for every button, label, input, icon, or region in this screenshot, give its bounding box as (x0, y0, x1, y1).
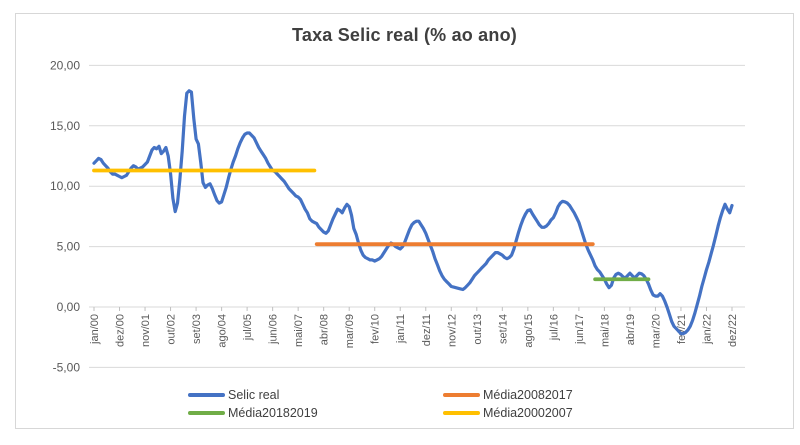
x-tick-label: out/02 (166, 314, 178, 345)
x-tick-label: dez/00 (115, 314, 127, 347)
x-tick-label: set/14 (497, 314, 509, 344)
x-tick-label: ago/04 (217, 314, 229, 348)
x-tick-label: fev/21 (676, 314, 688, 344)
selic-real-line (92, 89, 734, 336)
x-tick-label: out/13 (472, 314, 484, 345)
x-tick-label: jun/06 (268, 314, 280, 345)
x-tick-label: jul/05 (242, 314, 254, 341)
x-tick-label: nov/12 (446, 314, 458, 347)
y-tick-label: 10,00 (50, 179, 80, 193)
x-tick-label: abr/08 (319, 314, 331, 345)
chart-title: Taxa Selic real (% ao ano) (292, 25, 517, 45)
x-tick-label: nov/01 (140, 314, 152, 347)
y-tick-label: -5,00 (53, 360, 81, 374)
x-tick-label: dez/11 (421, 314, 433, 346)
x-tick-label: jan/11 (395, 314, 407, 344)
y-tick-label: 0,00 (57, 300, 81, 314)
x-tick-label: mai/07 (293, 314, 305, 347)
chart-frame: 20,00 15,00 10,00 5,00 0,00 -5,00 jan/00 dez/00… (15, 13, 794, 429)
y-tick-label: 15,00 (50, 119, 80, 133)
x-tick-label: ago/15 (523, 314, 535, 348)
x-tick-label: dez/22 (727, 314, 739, 347)
x-tick-label: mai/18 (599, 314, 611, 347)
x-tick-label: mar/20 (650, 314, 662, 348)
x-tick-label: jan/22 (701, 314, 713, 345)
chart-canvas: 20,00 15,00 10,00 5,00 0,00 -5,00 jan/00 dez/00… (50, 58, 745, 374)
y-tick-label: 5,00 (57, 240, 81, 254)
x-tick-label: mar/09 (344, 314, 356, 348)
x-tick-label: set/03 (191, 314, 203, 344)
x-tick-label: jun/17 (574, 314, 586, 345)
x-tick-label: abr/19 (625, 314, 637, 345)
y-tick-label: 20,00 (50, 58, 80, 72)
x-tick-label: jan/00 (89, 314, 101, 345)
x-tick-label: fev/10 (370, 314, 382, 344)
x-tick-label: jul/16 (548, 314, 560, 341)
